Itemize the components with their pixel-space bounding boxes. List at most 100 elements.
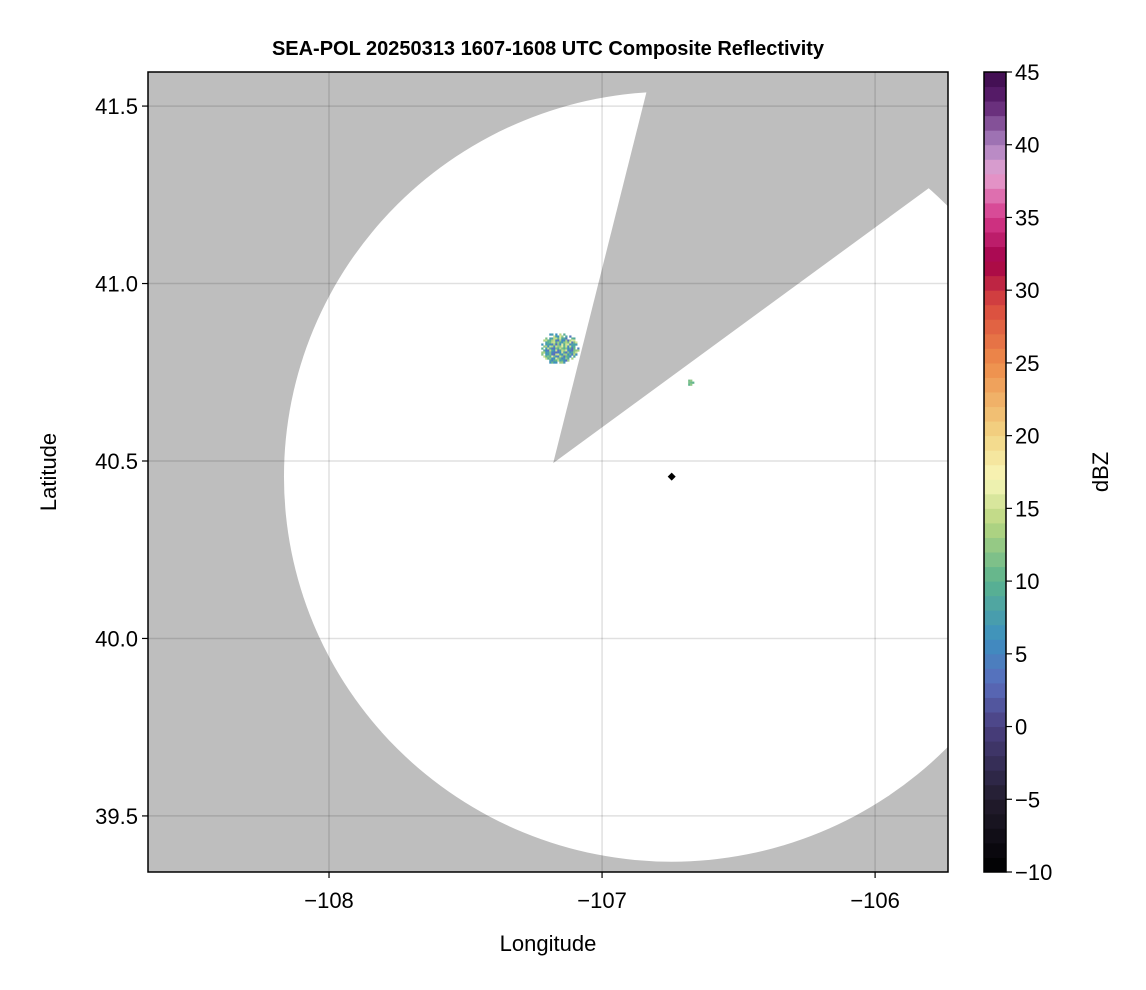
map-area — [148, 72, 948, 872]
echo-pixel — [553, 349, 556, 352]
echo-pixel — [545, 345, 548, 348]
echo-pixel — [575, 351, 578, 354]
echo-pixel — [569, 347, 572, 350]
colorbar-band — [984, 726, 1006, 742]
echo-pixel — [547, 353, 550, 356]
echo-pixel — [561, 339, 564, 342]
echo-pixel — [569, 345, 572, 348]
echo-pixel — [571, 357, 574, 360]
echo-pixel — [543, 349, 546, 352]
echo-pixel — [545, 337, 548, 340]
echo-pixel — [559, 343, 562, 346]
echo-pixel — [561, 355, 564, 358]
echo-pixel — [549, 345, 552, 348]
echo-pixel — [553, 359, 556, 362]
y-tick-label: 39.5 — [95, 804, 138, 829]
echo-pixel — [567, 359, 570, 362]
echo-pixel — [553, 339, 556, 342]
echo-pixel — [551, 345, 554, 348]
colorbar-band — [984, 857, 1006, 873]
echo-pixel — [557, 353, 560, 356]
echo-pixel — [555, 361, 558, 364]
colorbar-band — [984, 290, 1006, 306]
colorbar: −10 −5 0 5 10 15 20 25 30 35 40 45 — [983, 60, 1052, 885]
x-tick-label: −106 — [850, 888, 900, 913]
echo-pixel — [571, 351, 574, 354]
colorbar-band — [984, 522, 1006, 538]
colorbar-band — [984, 144, 1006, 160]
colorbar-band — [984, 668, 1006, 684]
echo-pixel — [541, 351, 544, 354]
echo-pixel — [543, 355, 546, 358]
colorbar-tick-label: 25 — [1015, 351, 1039, 376]
echo-pixel — [573, 351, 576, 354]
echo-pixel — [555, 355, 558, 358]
echo-pixel — [569, 353, 572, 356]
echo-pixel — [573, 339, 576, 342]
colorbar-band — [984, 697, 1006, 713]
echo-pixel — [551, 337, 554, 340]
echo-pixel — [551, 333, 554, 336]
echo-pixel — [573, 341, 576, 344]
echo-pixel — [559, 361, 562, 364]
echo-pixel — [577, 349, 580, 352]
echo-pixel — [549, 355, 552, 358]
echo-pixel — [555, 353, 558, 356]
echo-pixel — [561, 343, 564, 346]
echo-pixel — [569, 335, 572, 338]
echo-pixel — [569, 343, 572, 346]
echo-pixel — [559, 355, 562, 358]
colorbar-band — [984, 406, 1006, 422]
y-tick-label: 40.0 — [95, 626, 138, 651]
echo-pixel — [549, 341, 552, 344]
colorbar-band — [984, 188, 1006, 204]
blocked-sector — [553, 72, 948, 464]
colorbar-tick-label: 30 — [1015, 278, 1039, 303]
echo-pixel — [571, 341, 574, 344]
echo-pixel — [563, 361, 566, 364]
echo-pixel — [549, 349, 552, 352]
echo-pixel — [549, 361, 552, 364]
echo-pixel — [551, 339, 554, 342]
echo-pixel — [559, 341, 562, 344]
echo-pixel — [561, 359, 564, 362]
colorbar-band — [984, 566, 1006, 582]
echo-pixel — [563, 351, 566, 354]
colorbar-band — [984, 610, 1006, 626]
echo-pixel — [545, 343, 548, 346]
echo-pixel — [549, 337, 552, 340]
echo-pixel — [555, 347, 558, 350]
colorbar-band — [984, 581, 1006, 597]
y-axis-label: Latitude — [36, 433, 61, 511]
echo-pixel — [553, 355, 556, 358]
echo-pixel — [561, 361, 564, 364]
echo-pixel — [553, 351, 556, 354]
echo-pixel — [567, 343, 570, 346]
colorbar-band — [984, 770, 1006, 786]
echo-pixel — [563, 337, 566, 340]
colorbar-band — [984, 537, 1006, 553]
echo-pixel — [567, 345, 570, 348]
echo-pixel — [543, 345, 546, 348]
echo-pixel — [563, 349, 566, 352]
colorbar-band — [984, 712, 1006, 728]
echo-pixel — [543, 351, 546, 354]
echo-pixel — [551, 341, 554, 344]
colorbar-band — [984, 217, 1006, 233]
echo-pixel — [547, 339, 550, 342]
colorbar-tick-label: 5 — [1015, 642, 1027, 667]
echo-pixel — [563, 343, 566, 346]
echo-pixel — [557, 357, 560, 360]
echo-pixel — [561, 341, 564, 344]
echo-pixel — [549, 347, 552, 350]
echo-pixel — [555, 343, 558, 346]
echo-pixel — [567, 347, 570, 350]
echo-pixel — [557, 349, 560, 352]
echo-pixel — [573, 353, 576, 356]
echo-pixel — [549, 351, 552, 354]
echo-pixel — [547, 341, 550, 344]
colorbar-band — [984, 115, 1006, 131]
echo-pixel — [571, 337, 574, 340]
echo-pixel — [573, 343, 576, 346]
